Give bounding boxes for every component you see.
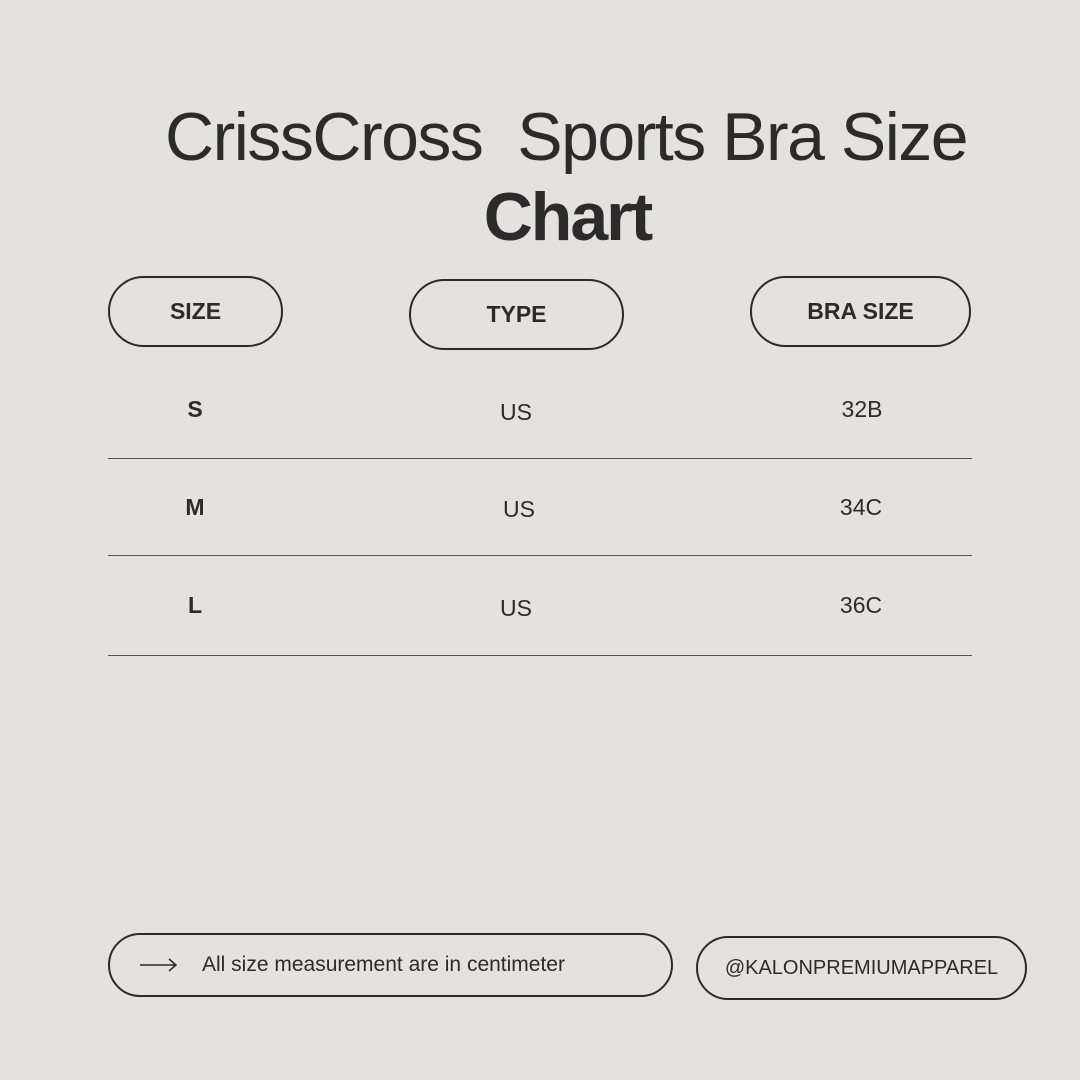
title-line-1: CrissCross Sports Bra Size bbox=[165, 99, 969, 175]
note-pill: All size measurement are in centimeter bbox=[108, 933, 673, 997]
row-l-bra: 36C bbox=[839, 592, 883, 618]
row-m-bra: 34C bbox=[839, 494, 883, 520]
row-s-type: US bbox=[500, 399, 532, 425]
title-line-2: Chart bbox=[483, 179, 654, 255]
row-divider bbox=[108, 655, 972, 656]
row-m-size: M bbox=[185, 494, 205, 520]
row-l-type: US bbox=[500, 595, 532, 621]
arrow-right-icon bbox=[140, 958, 178, 972]
handle-pill: @KALONPREMIUMAPPAREL bbox=[696, 936, 1027, 1000]
row-l-size: L bbox=[187, 592, 203, 618]
row-divider bbox=[108, 458, 972, 459]
row-s-size: S bbox=[187, 396, 203, 422]
header-type: TYPE bbox=[409, 279, 624, 350]
note-text: All size measurement are in centimeter bbox=[202, 953, 565, 976]
header-bra-size: BRA SIZE bbox=[750, 276, 971, 347]
row-m-type: US bbox=[503, 496, 535, 522]
header-size: SIZE bbox=[108, 276, 283, 347]
row-s-bra: 32B bbox=[841, 396, 883, 422]
row-divider bbox=[108, 555, 972, 556]
